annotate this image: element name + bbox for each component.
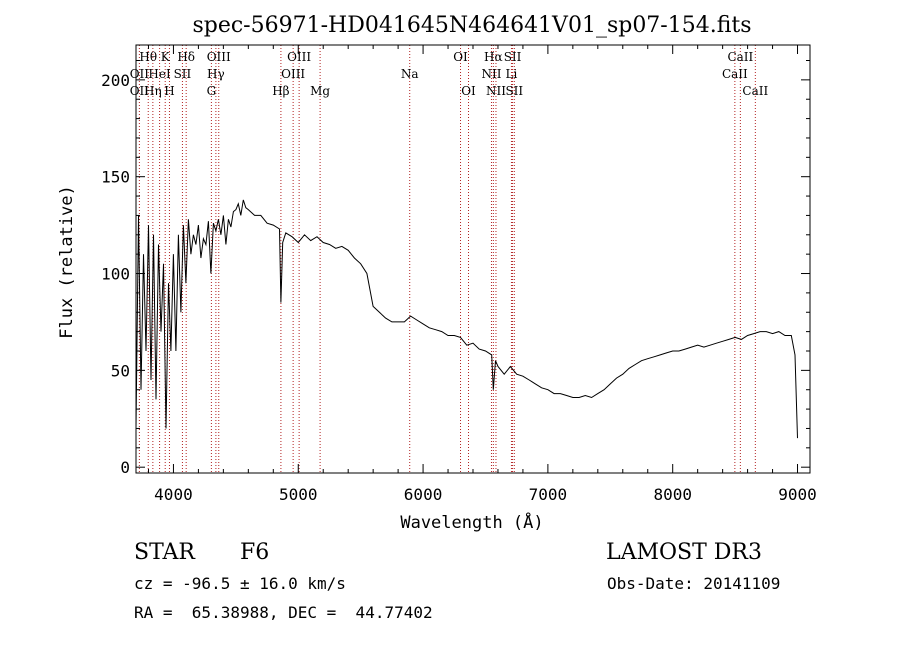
line-label: OIII xyxy=(287,50,311,64)
line-label: Mg xyxy=(310,84,330,98)
line-label: CaII xyxy=(727,50,753,64)
plot-frame xyxy=(135,44,811,474)
line-label: SII xyxy=(505,84,523,98)
line-label: G xyxy=(207,84,217,98)
y-axis-ticks: 0 50 100 150 200 xyxy=(101,59,810,477)
line-label: OIII xyxy=(281,67,305,81)
object-subclass: F6 xyxy=(240,540,270,565)
x-tick-label: 8000 xyxy=(653,485,692,504)
line-label: K xyxy=(161,50,171,64)
line-label: OIII xyxy=(207,50,231,64)
line-label: Hθ xyxy=(139,50,157,64)
y-tick-label: 150 xyxy=(101,168,130,187)
line-label: Hγ xyxy=(207,67,225,81)
line-label: NII xyxy=(481,67,501,81)
redshift-text: cz = -96.5 ± 16.0 km/s xyxy=(134,574,346,593)
line-label: OI xyxy=(453,50,468,64)
obs-date-text: Obs-Date: 20141109 xyxy=(607,574,781,593)
x-tick-label: 7000 xyxy=(529,485,568,504)
line-markers xyxy=(138,45,756,473)
line-label: SII xyxy=(174,67,192,81)
x-axis-label: Wavelength (Å) xyxy=(400,511,543,533)
y-tick-label: 100 xyxy=(101,265,130,284)
line-label: Hδ xyxy=(177,50,195,64)
spectrum-chart: spec-56971-HD041645N464641V01_sp07-154.f… xyxy=(57,13,817,533)
line-label: OII xyxy=(130,84,150,98)
y-tick-label: 200 xyxy=(101,71,130,90)
x-tick-label: 4000 xyxy=(154,485,193,504)
survey-name: LAMOST DR3 xyxy=(606,540,762,565)
x-tick-label: 5000 xyxy=(279,485,318,504)
line-label: HeI xyxy=(148,67,171,81)
line-label: OI xyxy=(461,84,476,98)
coordinates-text: RA = 65.38988, DEC = 44.77402 xyxy=(134,603,433,622)
object-class: STAR xyxy=(134,540,195,565)
spectrum-line xyxy=(135,199,798,439)
y-tick-label: 50 xyxy=(111,361,130,380)
line-label: NII xyxy=(486,84,506,98)
x-tick-label: 9000 xyxy=(778,485,817,504)
chart-title: spec-56971-HD041645N464641V01_sp07-154.f… xyxy=(192,13,751,38)
x-tick-label: 6000 xyxy=(404,485,443,504)
x-axis-ticks: 4000 5000 6000 7000 8000 9000 xyxy=(147,45,817,504)
y-tick-label: 0 xyxy=(120,458,130,477)
line-label: Hα xyxy=(484,50,503,64)
line-label: Hβ xyxy=(272,84,289,98)
line-label: Na xyxy=(401,67,419,81)
y-axis-label: Flux (relative) xyxy=(57,185,77,339)
line-label: Hη xyxy=(144,84,162,98)
line-label: SII xyxy=(504,50,522,64)
line-label: H xyxy=(164,84,174,98)
line-label: CaII xyxy=(742,84,768,98)
line-label: CaII xyxy=(722,67,748,81)
line-label: Li xyxy=(506,67,518,81)
line-label: OII xyxy=(130,67,150,81)
